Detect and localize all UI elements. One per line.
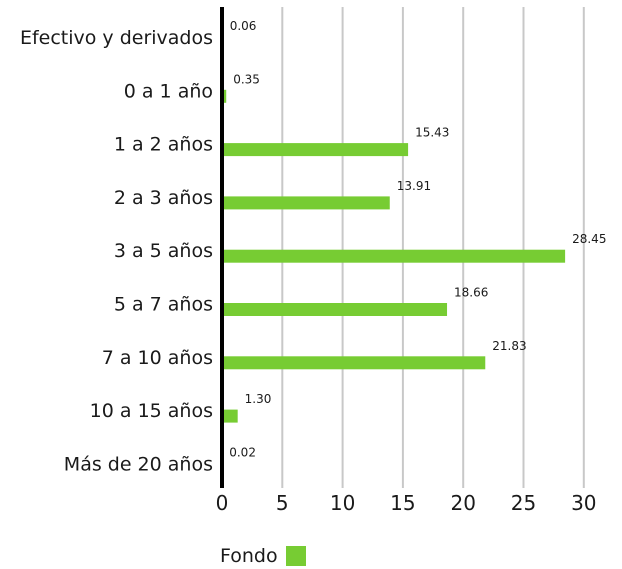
category-label: 3 a 5 años [114,240,213,262]
data-label: 0.35 [233,72,260,86]
category-label: Más de 20 años [64,453,213,475]
data-label: 15.43 [415,126,449,140]
data-label: 13.91 [397,179,431,193]
x-tick-label: 20 [450,491,475,515]
x-tick-labels: 0 5 10 15 20 25 30 [216,491,597,515]
legend-swatch [285,546,306,566]
grid-lines [281,7,585,488]
data-label: 0.06 [230,19,257,33]
category-label: 2 a 3 años [114,187,213,209]
x-tick-label: 5 [276,491,289,515]
bar [222,196,390,210]
bar [222,303,448,316]
bar [222,89,227,103]
data-label: 1.30 [245,392,272,406]
category-labels: Efectivo y derivados 0 a 1 año 1 a 2 años 2… [20,27,213,475]
x-tick-label: 15 [390,491,415,515]
bar [222,409,238,423]
bar [222,356,486,370]
x-tick-label: 10 [330,491,355,515]
category-label: Efectivo y derivados [20,27,213,49]
bars [222,36,566,476]
bar [222,249,566,263]
data-label: 21.83 [492,339,526,353]
category-label: 10 a 15 años [90,400,213,422]
legend: Fondo [220,545,306,567]
x-tick-label: 30 [571,491,596,515]
category-label: 7 a 10 años [102,347,213,369]
category-label: 0 a 1 año [124,80,213,102]
bar [222,143,409,157]
category-label: 5 a 7 años [114,294,213,316]
x-tick-label: 25 [511,491,536,515]
category-label: 1 a 2 años [114,134,213,156]
data-label: 0.02 [229,445,256,459]
data-labels: 0.06 0.35 15.43 13.91 28.45 18.66 21.83 1.30 0.0… [229,19,606,459]
legend-label: Fondo [220,545,278,567]
data-label: 28.45 [572,232,606,246]
data-label: 18.66 [454,286,488,300]
x-tick-label: 0 [216,491,229,515]
